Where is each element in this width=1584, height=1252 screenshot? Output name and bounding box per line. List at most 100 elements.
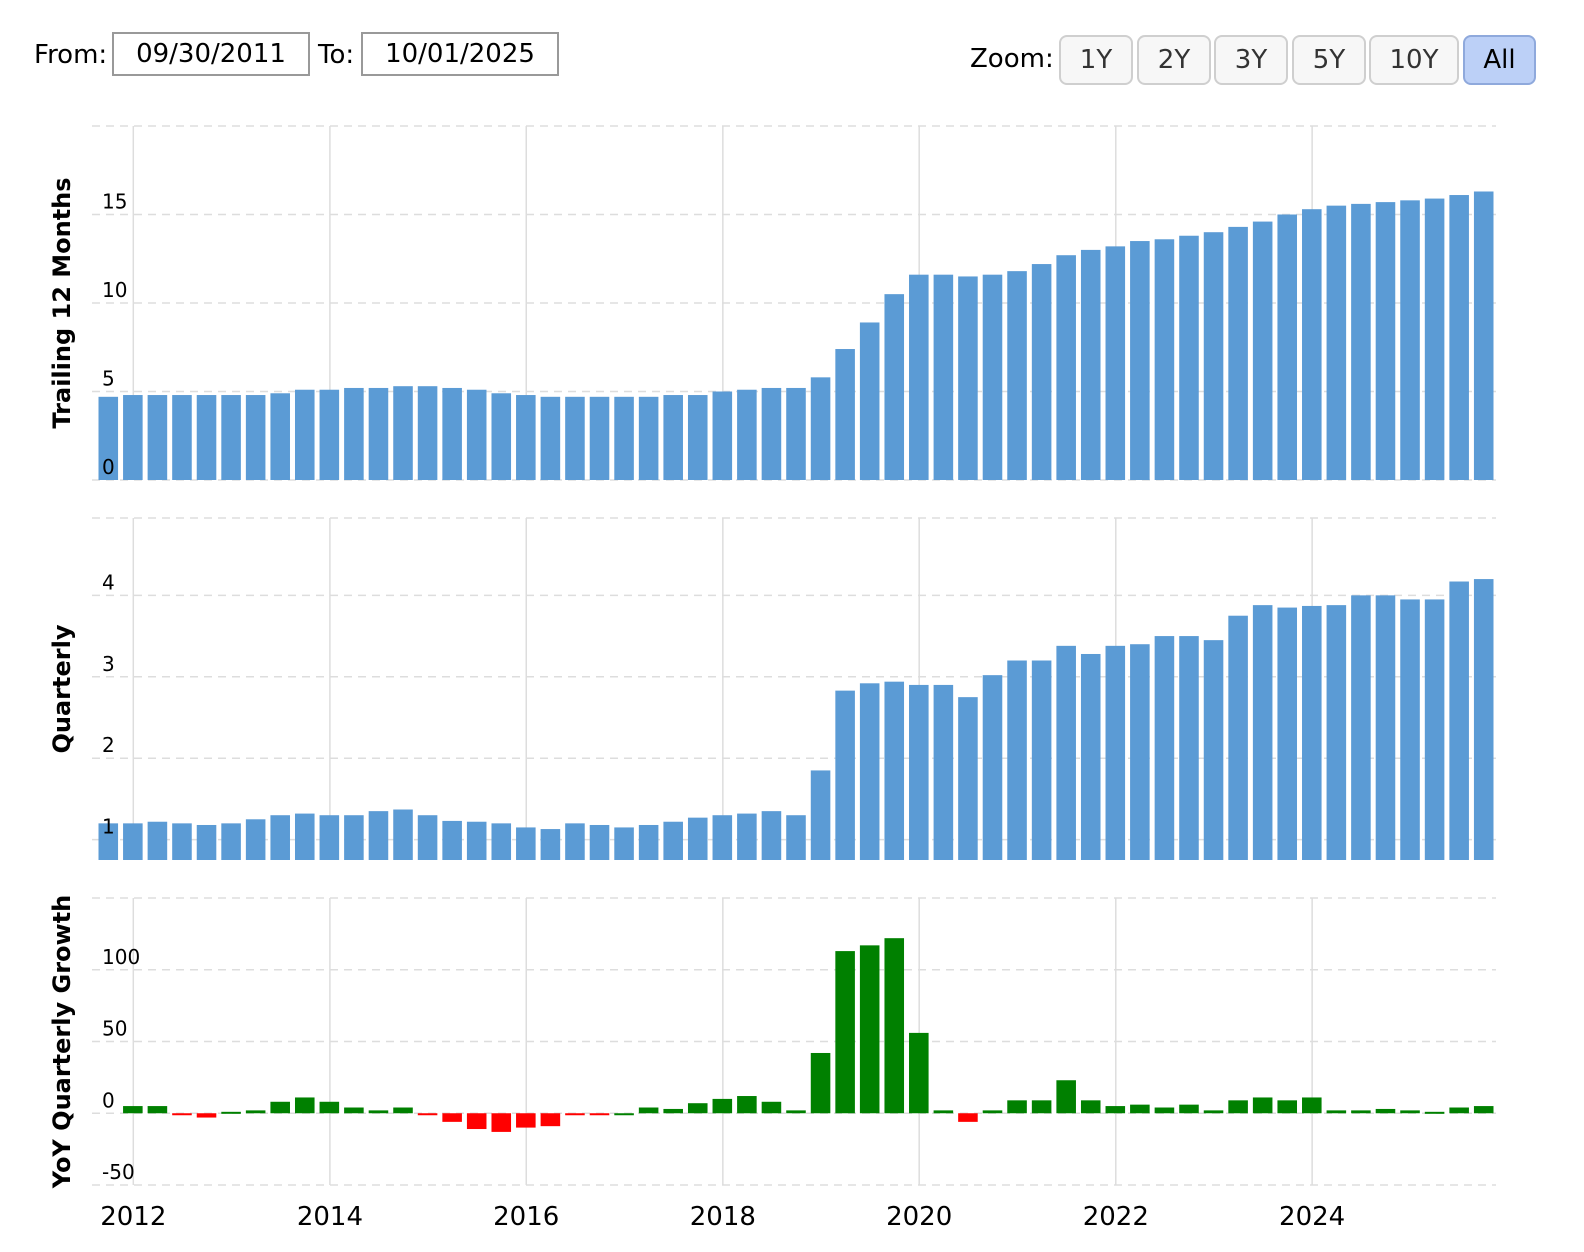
bar: [687, 1103, 708, 1114]
bar: [540, 396, 561, 480]
bar: [933, 684, 954, 860]
bar: [1007, 271, 1027, 480]
bar: [1031, 660, 1052, 860]
bar: [1105, 645, 1126, 860]
to-label: To:: [318, 40, 355, 70]
bar: [859, 322, 880, 480]
bar: [982, 1110, 1003, 1114]
from-date-input[interactable]: 09/30/2011: [112, 32, 310, 76]
bar: [98, 823, 119, 860]
bar: [393, 1107, 413, 1114]
bar: [614, 827, 634, 860]
bar: [761, 1101, 782, 1114]
bar: [1302, 1097, 1322, 1114]
bar: [1080, 1100, 1101, 1114]
bar: [1130, 1104, 1150, 1114]
bar: [442, 1113, 462, 1122]
bar: [1449, 195, 1469, 480]
bar: [1080, 653, 1101, 860]
bar: [1424, 599, 1445, 860]
bar: [1105, 246, 1126, 480]
y-tick-label: 15: [102, 190, 127, 214]
bar: [909, 1032, 929, 1114]
bar: [835, 951, 855, 1114]
bar: [687, 395, 708, 480]
zoom-2y-button[interactable]: 2Y: [1137, 35, 1211, 85]
bar: [172, 823, 192, 860]
bar: [393, 386, 413, 480]
bar: [344, 1107, 364, 1114]
bar: [1473, 191, 1494, 481]
from-label: From:: [34, 40, 108, 70]
zoom-5y-button[interactable]: 5Y: [1292, 35, 1366, 85]
bar: [786, 387, 806, 480]
bar: [466, 1113, 487, 1130]
bar: [835, 690, 855, 860]
bar: [958, 276, 978, 480]
bar: [491, 393, 512, 480]
bar: [810, 1052, 831, 1114]
bar: [982, 675, 1003, 860]
bar: [172, 1113, 192, 1116]
bar: [565, 823, 585, 860]
bar: [712, 815, 733, 860]
bar: [1449, 581, 1469, 860]
bar: [221, 823, 241, 860]
bar: [491, 823, 512, 860]
zoom-label: Zoom:: [970, 44, 1054, 74]
bar: [786, 1110, 806, 1114]
bar: [1179, 235, 1199, 480]
zoom-10y-button[interactable]: 10Y: [1369, 35, 1459, 85]
bar: [589, 824, 610, 860]
y-tick-label: -50: [102, 1160, 135, 1184]
bar: [294, 813, 315, 860]
zoom-3y-button[interactable]: 3Y: [1214, 35, 1288, 85]
bar: [1351, 1110, 1371, 1114]
bar: [737, 389, 757, 480]
bar: [1326, 1110, 1347, 1114]
bar: [712, 1098, 733, 1114]
bar: [1302, 209, 1322, 480]
y-tick-label: 2: [102, 733, 115, 757]
bar: [589, 1113, 610, 1116]
to-date-input[interactable]: 10/01/2025: [361, 32, 559, 76]
x-tick-label: 2012: [100, 1202, 166, 1232]
bar: [786, 815, 806, 860]
bar: [147, 821, 168, 860]
bar: [1375, 202, 1396, 481]
bar: [1473, 1106, 1494, 1114]
bar: [638, 1107, 659, 1114]
bar: [761, 387, 782, 480]
bar: [417, 1113, 438, 1116]
y-tick-label: 4: [102, 570, 115, 594]
bar: [221, 395, 241, 480]
bar: [1400, 1110, 1420, 1114]
y-tick-label: 0: [102, 1088, 115, 1112]
bar: [319, 389, 340, 480]
bar: [196, 1113, 217, 1118]
bar: [589, 396, 610, 480]
bar: [1130, 644, 1150, 860]
bar: [933, 274, 954, 480]
x-tick-label: 2020: [886, 1202, 952, 1232]
bar: [270, 1101, 290, 1114]
bar: [1400, 599, 1420, 860]
bar: [466, 821, 487, 860]
bar: [98, 396, 119, 480]
x-tick-label: 2022: [1083, 1202, 1149, 1232]
y-tick-label: 1: [102, 815, 115, 839]
bar: [147, 1106, 168, 1114]
bar: [1179, 636, 1199, 860]
bar: [1400, 200, 1420, 480]
y-axis-title: YoY Quarterly Growth: [48, 895, 76, 1189]
bar: [516, 1113, 536, 1128]
zoom-all-button[interactable]: All: [1463, 35, 1536, 85]
y-axis-title: Trailing 12 Months: [48, 177, 76, 428]
bar: [737, 1096, 757, 1114]
bar: [1228, 1100, 1248, 1114]
bar: [1277, 1100, 1298, 1114]
y-axis-title: Quarterly: [48, 624, 76, 753]
zoom-1y-button[interactable]: 1Y: [1059, 35, 1133, 85]
bar: [958, 1113, 978, 1122]
bar: [933, 1110, 954, 1114]
